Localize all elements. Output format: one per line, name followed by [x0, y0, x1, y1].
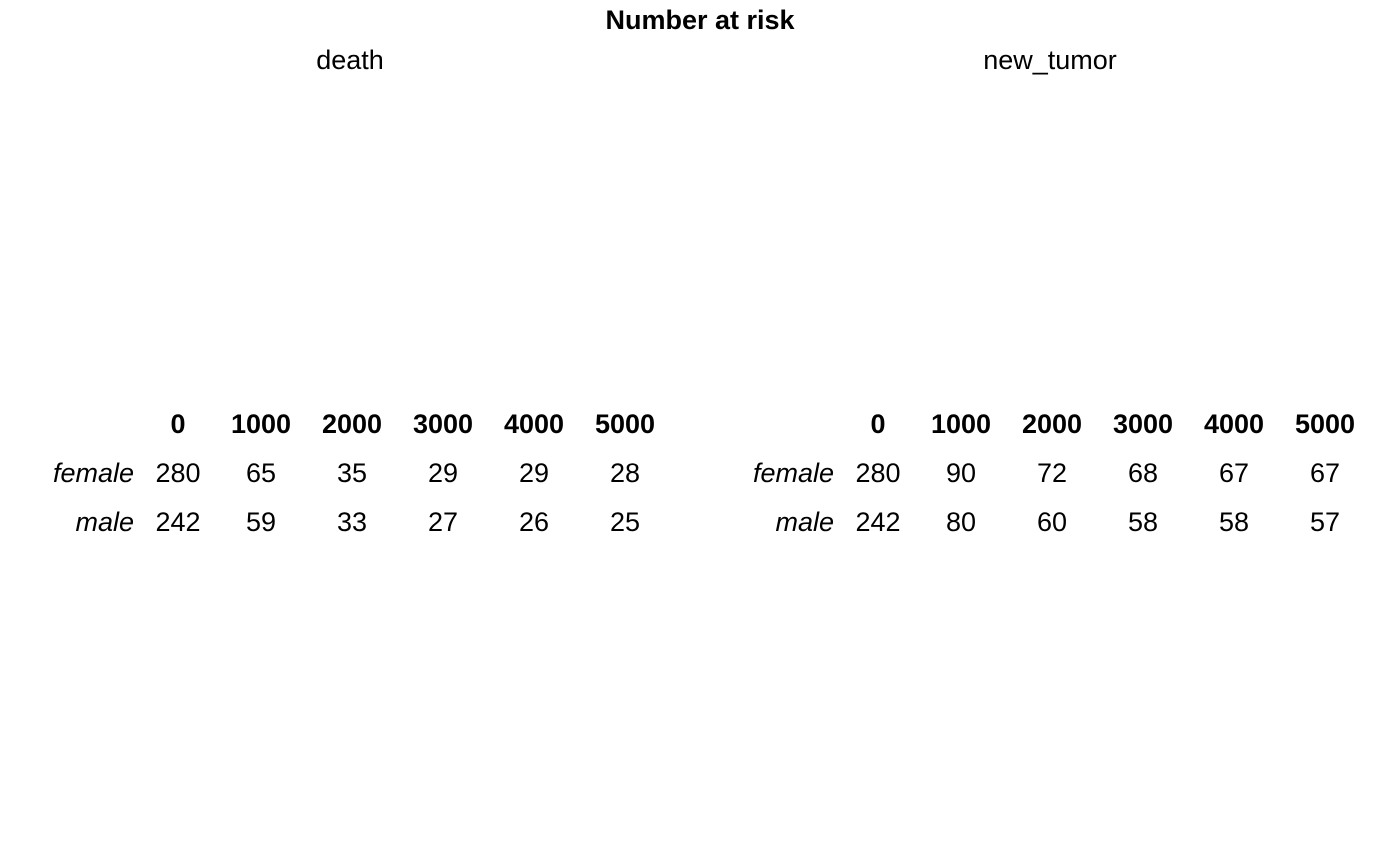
- panel-new-tumor: new_tumor 0 1000 2000 3000 4000 5000 female 280 9…: [753, 45, 1355, 537]
- risk-count-male-3000: 58: [1128, 507, 1158, 537]
- column-header-2000: 2000: [1022, 409, 1082, 439]
- column-header-5000: 5000: [1295, 409, 1355, 439]
- risk-count-female-4000: 67: [1219, 458, 1249, 488]
- column-header-3000: 3000: [413, 409, 473, 439]
- risk-count-female-5000: 67: [1310, 458, 1340, 488]
- column-header-2000: 2000: [322, 409, 382, 439]
- column-header-1000: 1000: [931, 409, 991, 439]
- risk-count-male-5000: 57: [1310, 507, 1340, 537]
- risk-count-female-5000: 28: [610, 458, 640, 488]
- column-header-5000: 5000: [595, 409, 655, 439]
- risk-count-female-1000: 65: [246, 458, 276, 488]
- risk-count-male-2000: 60: [1037, 507, 1067, 537]
- risk-count-male-3000: 27: [428, 507, 458, 537]
- risk-count-male-4000: 58: [1219, 507, 1249, 537]
- risk-count-female-0: 280: [155, 458, 200, 488]
- risk-count-male-0: 242: [155, 507, 200, 537]
- risk-count-female-1000: 90: [946, 458, 976, 488]
- figure-title: Number at risk: [605, 5, 795, 35]
- risk-count-male-1000: 59: [246, 507, 276, 537]
- row-label-male: male: [775, 507, 834, 537]
- panel-death: death 0 1000 2000 3000 4000 5000 female 280 65 35 2…: [53, 45, 655, 537]
- risk-count-male-0: 242: [855, 507, 900, 537]
- column-header-4000: 4000: [1204, 409, 1264, 439]
- risk-count-male-2000: 33: [337, 507, 367, 537]
- column-header-0: 0: [870, 409, 885, 439]
- risk-count-male-1000: 80: [946, 507, 976, 537]
- risk-count-male-5000: 25: [610, 507, 640, 537]
- panel-title-new-tumor: new_tumor: [983, 45, 1117, 75]
- row-label-female: female: [753, 458, 834, 488]
- row-label-female: female: [53, 458, 134, 488]
- risk-count-male-4000: 26: [519, 507, 549, 537]
- panel-title-death: death: [316, 45, 384, 75]
- risk-count-female-2000: 72: [1037, 458, 1067, 488]
- row-label-male: male: [75, 507, 134, 537]
- column-header-0: 0: [170, 409, 185, 439]
- risk-count-female-0: 280: [855, 458, 900, 488]
- risk-count-female-4000: 29: [519, 458, 549, 488]
- risk-count-female-2000: 35: [337, 458, 367, 488]
- column-header-4000: 4000: [504, 409, 564, 439]
- risk-count-female-3000: 68: [1128, 458, 1158, 488]
- column-header-3000: 3000: [1113, 409, 1173, 439]
- column-header-1000: 1000: [231, 409, 291, 439]
- risk-count-female-3000: 29: [428, 458, 458, 488]
